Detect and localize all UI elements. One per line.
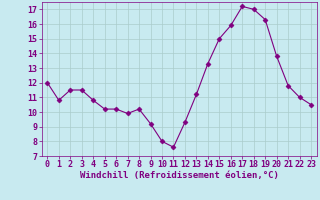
X-axis label: Windchill (Refroidissement éolien,°C): Windchill (Refroidissement éolien,°C) — [80, 171, 279, 180]
